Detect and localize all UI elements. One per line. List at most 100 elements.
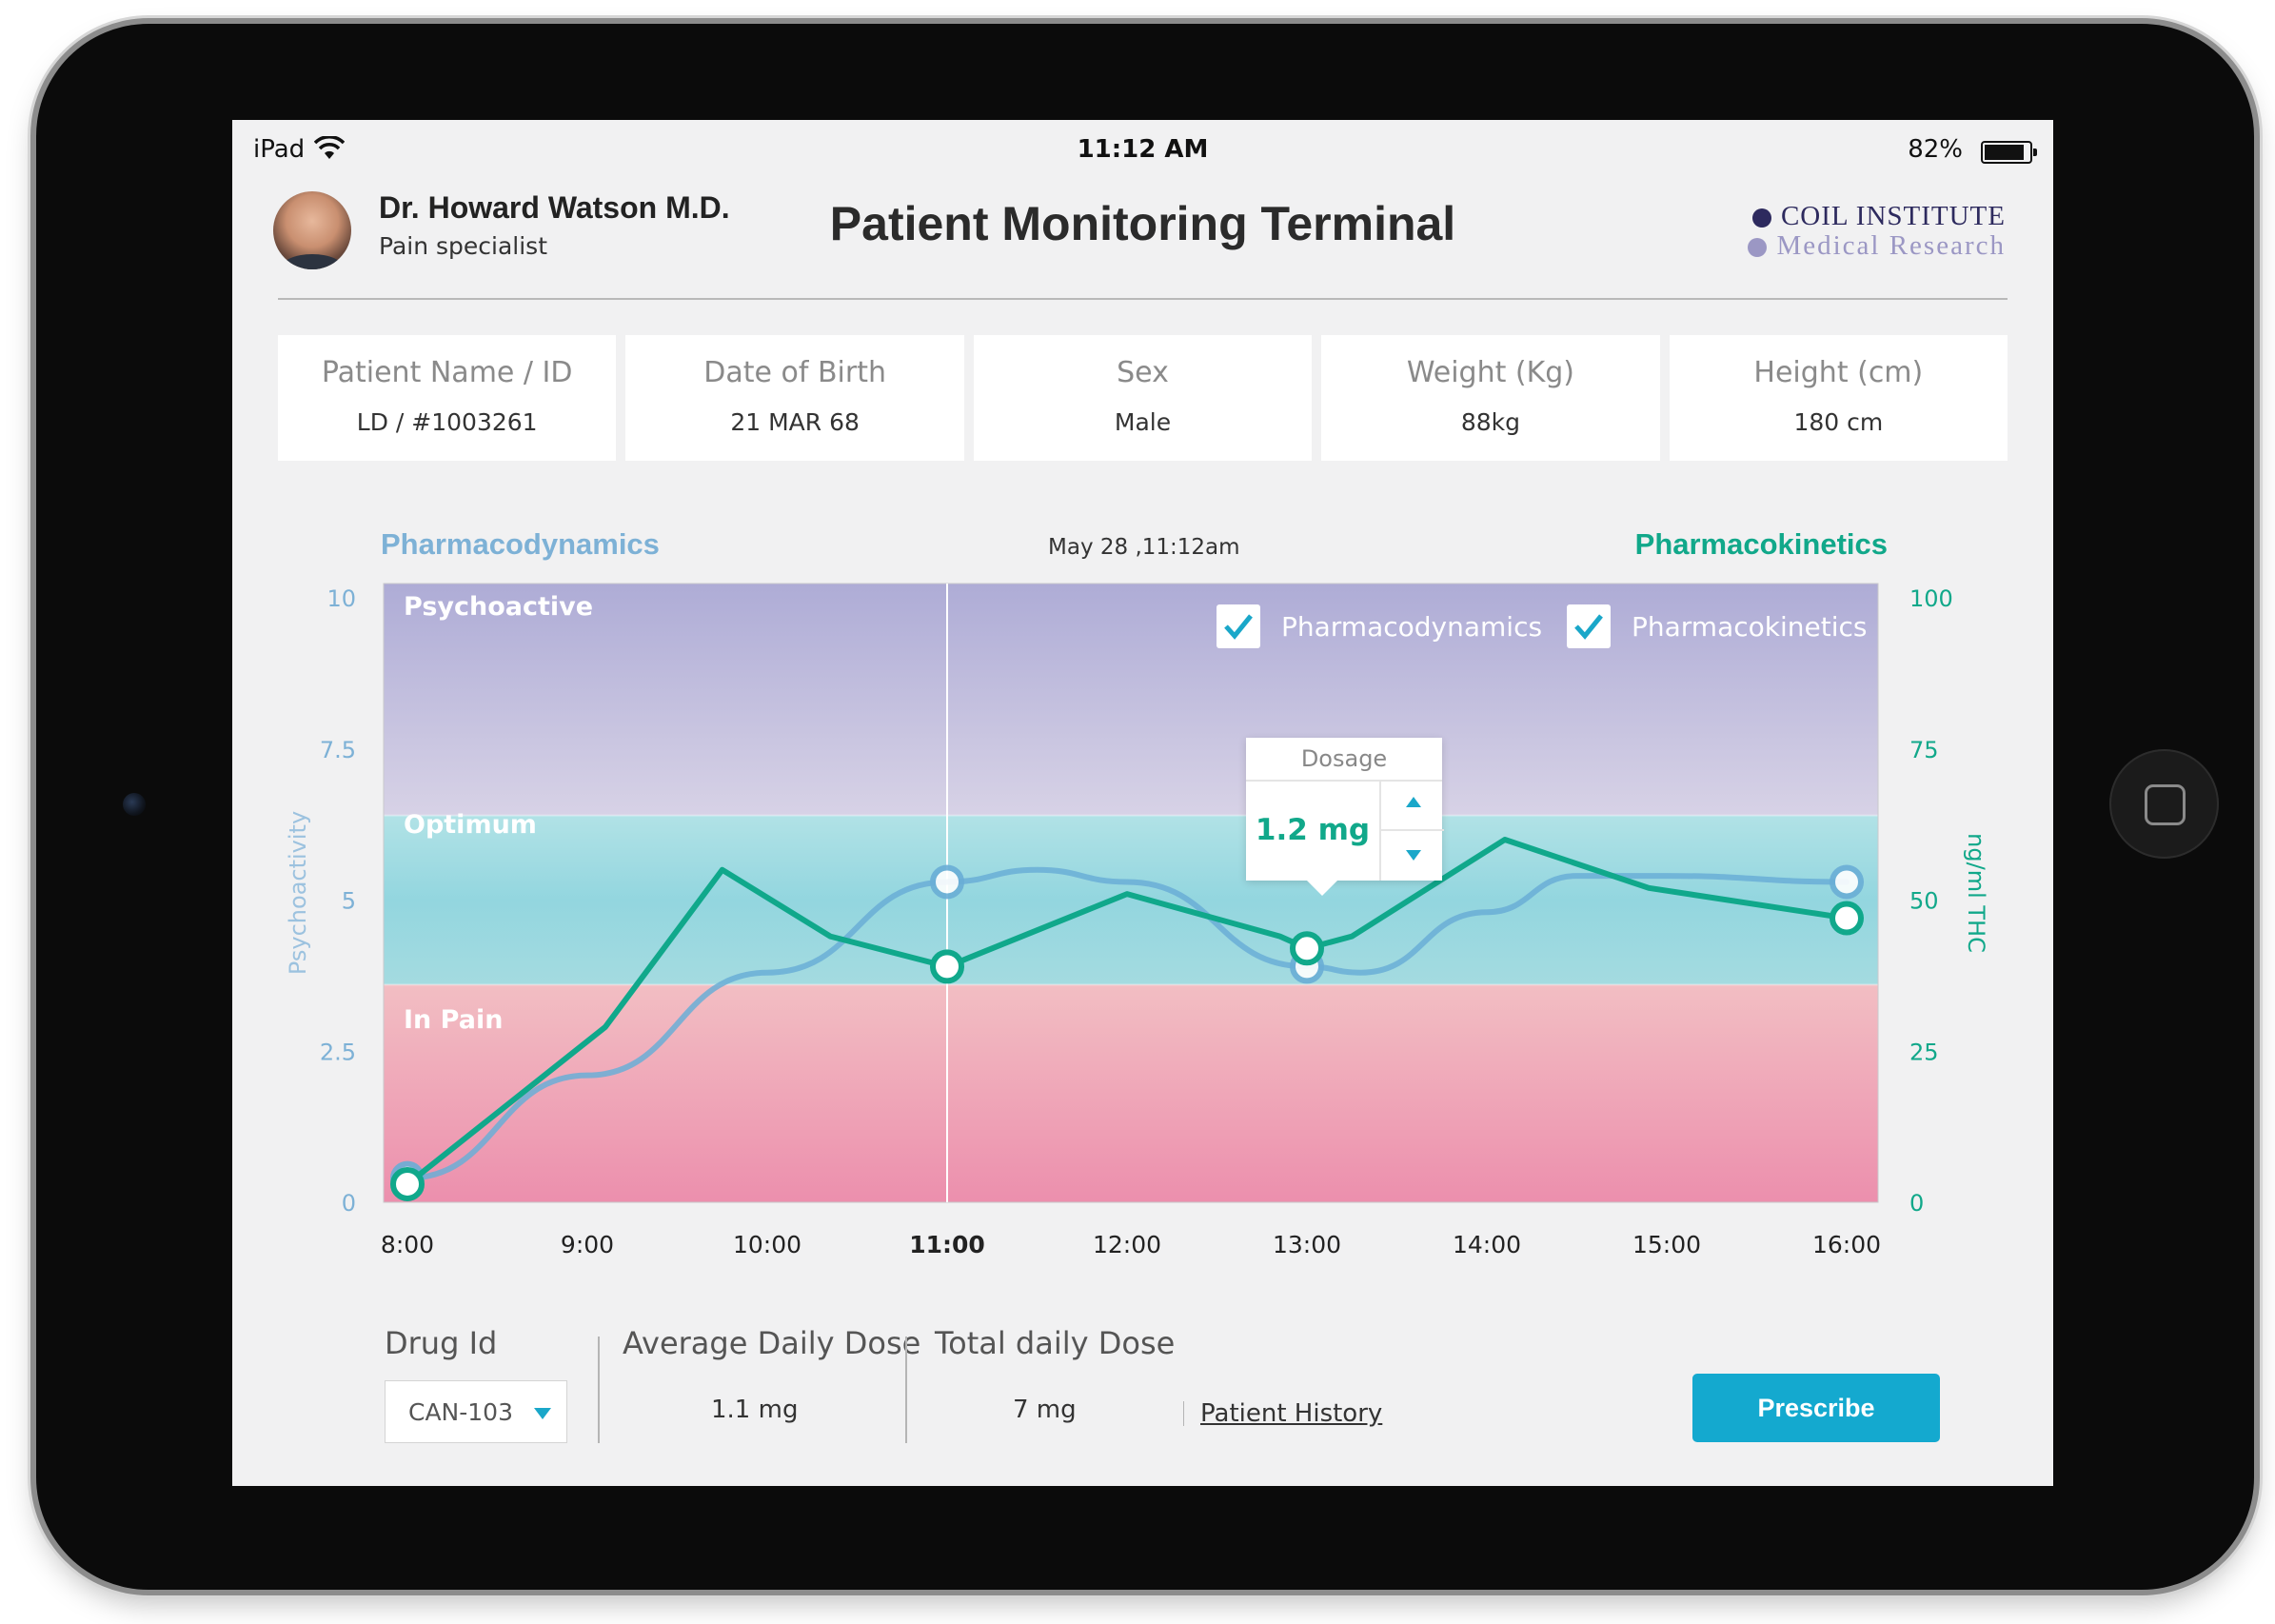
x-tick-label: 14:00: [1453, 1231, 1521, 1258]
header-divider: [278, 298, 2008, 300]
institute-subtitle: Medical Research: [1776, 230, 2006, 261]
battery-icon: [1981, 141, 2037, 164]
dosage-stepper: [1379, 780, 1444, 881]
chart-timestamp: May 28 ,11:12am: [1048, 535, 1240, 560]
card-value: LD / #1003261: [356, 408, 538, 436]
average-dose-value: 1.1 mg: [711, 1396, 799, 1424]
card-label: Height (cm): [1753, 356, 1924, 389]
card-value: Male: [1114, 408, 1172, 436]
popover-pointer: [1307, 881, 1337, 896]
card-label: Patient Name / ID: [321, 356, 573, 389]
y-right-axis-title: ng/ml THC: [1963, 833, 1989, 953]
home-square-icon: [2145, 784, 2186, 825]
x-tick-label: 15:00: [1632, 1231, 1701, 1258]
device-label: iPad: [253, 135, 306, 164]
y-right-tick-label: 25: [1909, 1039, 1939, 1065]
y-left-axis-title: Psychoactivity: [285, 811, 311, 975]
patient-id-card: Patient Name / ID LD / #1003261: [278, 335, 617, 461]
battery-percent: 82%: [1908, 135, 1963, 164]
logo-dot-icon: [1751, 208, 1771, 228]
average-dose-label: Average Daily Dose: [623, 1325, 921, 1361]
y-left-tick-label: 0: [342, 1190, 356, 1217]
page-title: Patient Monitoring Terminal: [829, 197, 1456, 250]
dosage-increase-button[interactable]: [1381, 780, 1444, 831]
data-point-pharmacokinetics: [930, 949, 964, 984]
toggle-label: Pharmacokinetics: [1632, 610, 1868, 643]
toggle-label: Pharmacodynamics: [1281, 610, 1543, 643]
x-tick-label: 9:00: [561, 1231, 614, 1258]
home-button[interactable]: [2109, 749, 2219, 859]
dosage-popover: Dosage 1.2 mg: [1246, 738, 1444, 896]
band-psychoactive: [384, 584, 1878, 816]
pharmacodynamics-toggle[interactable]: Pharmacodynamics: [1217, 604, 1542, 648]
dosage-label: Dosage: [1246, 738, 1442, 782]
separator: [598, 1337, 600, 1443]
plot-frame: [383, 583, 1879, 1203]
data-point-pharmacokinetics: [1830, 901, 1864, 936]
avatar: [273, 191, 351, 269]
y-right-tick-label: 50: [1909, 888, 1939, 915]
card-value: 21 MAR 68: [730, 408, 860, 436]
card-label: Date of Birth: [703, 356, 886, 389]
clock: 11:12 AM: [1077, 135, 1209, 164]
dosage-chart[interactable]: 8:00 9:00 10:00 11:00 12:00 13:00 14:00 15:00 16…: [232, 120, 2053, 1486]
separator: [1183, 1401, 1184, 1426]
doctor-name: Dr. Howard Watson M.D.: [379, 190, 730, 225]
x-tick-label: 8:00: [381, 1231, 434, 1258]
x-tick-label: 10:00: [733, 1231, 801, 1258]
logo-dot-icon: [1748, 238, 1768, 258]
y-left-tick-label: 7.5: [320, 737, 356, 763]
checkmark-icon: [1224, 614, 1253, 640]
drug-id-value: CAN-103: [408, 1398, 513, 1426]
card-value: 88kg: [1460, 408, 1520, 436]
drug-id-select[interactable]: CAN-103: [385, 1380, 567, 1443]
y-left-tick-label: 10: [326, 585, 356, 612]
data-point-pharmacokinetics: [1290, 931, 1324, 966]
dosage-decrease-button[interactable]: [1381, 831, 1444, 881]
band-in-pain: [384, 984, 1878, 1202]
card-label: Weight (Kg): [1406, 356, 1575, 389]
y-right-tick-label: 75: [1909, 737, 1939, 763]
dob-card: Date of Birth 21 MAR 68: [625, 335, 964, 461]
card-label: Sex: [1117, 356, 1169, 389]
height-card: Height (cm) 180 cm: [1669, 335, 2008, 461]
patient-info: Patient Name / ID LD / #1003261 Date of …: [278, 335, 2008, 461]
institute-logo: COIL INSTITUTE Medical Research: [1748, 201, 2006, 262]
app-screen: iPad 11:12 AM 82% Dr. Howard Watson M.D.…: [232, 120, 2053, 1486]
pharmacokinetics-heading: Pharmacokinetics: [1634, 527, 1888, 561]
y-right-tick-label: 0: [1909, 1190, 1924, 1217]
weight-card: Weight (Kg) 88kg: [1321, 335, 1660, 461]
series-line-pharmacokinetics: [405, 837, 1850, 1187]
separator: [905, 1337, 907, 1443]
checkbox[interactable]: [1567, 604, 1611, 648]
series-line-pharmacodynamics: [405, 866, 1850, 1181]
wifi-icon: [314, 136, 345, 159]
total-dose-value: 7 mg: [1013, 1396, 1077, 1424]
zone-label-psychoactive: Psychoactive: [404, 592, 594, 622]
data-point-pharmacokinetics: [390, 1166, 425, 1201]
x-tick-label: 16:00: [1812, 1231, 1881, 1258]
y-left-tick-label: 5: [342, 888, 356, 915]
status-bar: iPad 11:12 AM 82%: [232, 120, 2053, 177]
dropdown-arrow-icon: [534, 1408, 551, 1419]
data-point-pharmacodynamics: [1830, 864, 1864, 900]
prescribe-button[interactable]: Prescribe: [1692, 1374, 1940, 1442]
data-point-pharmacodynamics: [930, 864, 964, 900]
y-right-tick-label: 100: [1909, 585, 1953, 612]
y-left-tick-label: 2.5: [320, 1039, 356, 1065]
checkmark-icon: [1574, 614, 1603, 640]
zone-label-optimum: Optimum: [404, 810, 537, 840]
x-tick-label: 12:00: [1093, 1231, 1161, 1258]
sex-card: Sex Male: [973, 335, 1313, 461]
patient-history-link[interactable]: Patient History: [1200, 1399, 1383, 1428]
checkbox[interactable]: [1217, 604, 1260, 648]
card-value: 180 cm: [1793, 408, 1884, 436]
x-tick-label: 11:00: [909, 1231, 985, 1258]
zone-label-in-pain: In Pain: [404, 1005, 504, 1035]
x-tick-label: 13:00: [1273, 1231, 1341, 1258]
institute-name: COIL INSTITUTE: [1780, 201, 2006, 231]
doctor-role: Pain specialist: [379, 232, 548, 260]
pharmacokinetics-toggle[interactable]: Pharmacokinetics: [1567, 604, 1867, 648]
camera-icon: [123, 793, 146, 816]
total-dose-label: Total daily Dose: [935, 1325, 1176, 1361]
